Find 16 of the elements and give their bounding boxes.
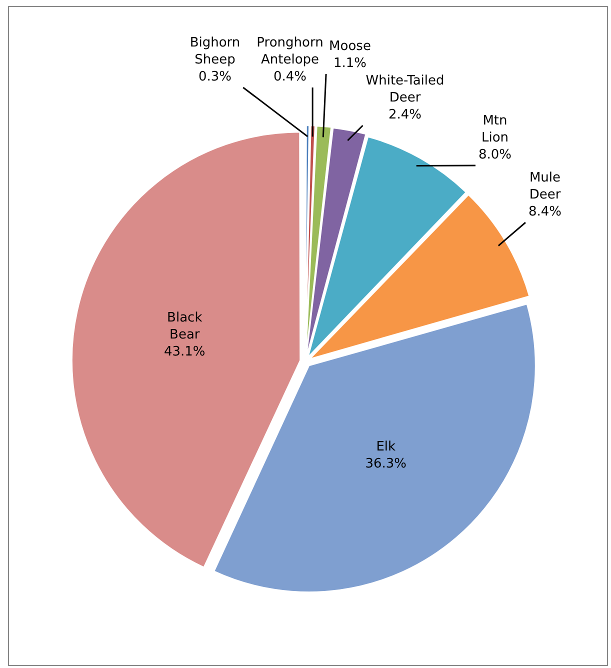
data-label: 2.4% [388,107,422,122]
slice-label: Bighorn Sheep [190,35,240,68]
slice-label: Elk [376,439,396,454]
slice-label: Black Bear [167,310,203,342]
slice-label: Moose [329,38,371,54]
data-label: 8.0% [478,147,512,162]
slice-label: Mtn Lion [481,113,509,146]
slice-label: Pronghorn Antelope [256,35,324,68]
data-label: 8.4% [528,204,562,220]
data-label: 1.1% [333,56,367,71]
data-label: 43.1% [164,344,206,360]
data-label: 36.3% [365,456,407,472]
slice-label: Mule Deer [529,170,562,202]
data-label: 0.4% [273,69,307,84]
data-label: 0.3% [198,69,232,84]
slice-label: White-Tailed Deer [366,73,444,106]
